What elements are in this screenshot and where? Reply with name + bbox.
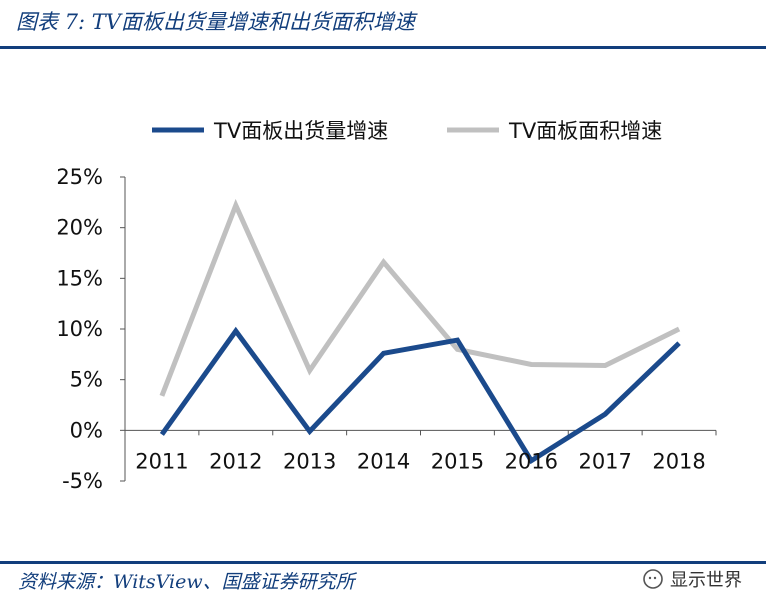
watermark: 显示世界 [642, 566, 742, 592]
y-tick-label: 20% [56, 216, 103, 240]
series-line-2 [159, 198, 681, 397]
x-tick-label: 2017 [578, 449, 631, 473]
chart-legend: TV面板出货量增速 TV面板面积增速 [152, 119, 662, 143]
chart-series [159, 198, 681, 465]
y-tick-label: 10% [56, 317, 103, 341]
watermark-text: 显示世界 [670, 570, 742, 591]
figure-title: 图表 7: TV面板出货量增速和出货面积增速 [16, 10, 415, 34]
y-tick-label: 25% [56, 165, 103, 189]
x-tick-label: 2015 [431, 449, 484, 473]
x-tick-label: 2013 [283, 449, 336, 473]
legend-label-1: TV面板出货量增速 [213, 119, 388, 143]
y-tick-label: 5% [70, 368, 103, 392]
source-divider [0, 561, 766, 564]
chart-axes: 25% 20% 15% 10% 5% 0% -5% [56, 165, 717, 493]
source-note: 资料来源：WitsView、国盛证券研究所 [18, 571, 355, 593]
legend-label-2: TV面板面积增速 [508, 119, 662, 143]
y-tick-label: -5% [62, 469, 103, 493]
wechat-icon [643, 569, 663, 589]
x-tick-label: 2014 [357, 449, 410, 473]
x-tick-label: 2016 [505, 449, 558, 473]
x-tick-labels: 2011 2012 2013 2014 2015 2016 2017 2018 [135, 449, 706, 473]
y-tick-label: 15% [56, 266, 103, 290]
x-tick-label: 2011 [135, 449, 188, 473]
title-divider [0, 46, 766, 49]
y-tick-label: 0% [70, 418, 103, 442]
x-tick-label: 2012 [209, 449, 262, 473]
series-line-1 [159, 326, 681, 465]
x-tick-label: 2018 [652, 449, 705, 473]
